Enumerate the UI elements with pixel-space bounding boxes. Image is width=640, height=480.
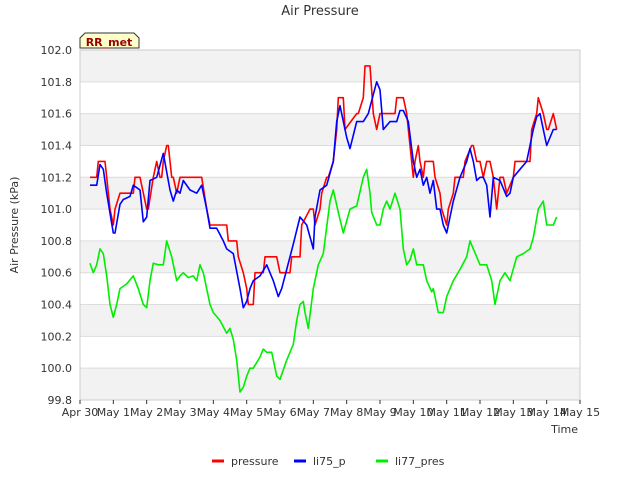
x-tick-label: May 11: [427, 406, 467, 419]
y-tick-label: 101.6: [41, 108, 73, 121]
x-tick-label: May 7: [297, 406, 330, 419]
x-tick-label: May 13: [493, 406, 533, 419]
x-tick-label: May 5: [230, 406, 263, 419]
site-label-box: RR_met: [79, 32, 140, 49]
x-tick-label: May 1: [97, 406, 130, 419]
plot-area-frame: [79, 49, 581, 401]
x-axis-label: Time: [550, 423, 578, 436]
plot-band: [80, 240, 580, 273]
y-tick-label: 100.6: [41, 267, 73, 280]
x-tick-label: May 10: [393, 406, 433, 419]
chart-title: Air Pressure: [281, 4, 359, 19]
y-tick-label: 101.2: [41, 171, 73, 184]
y-tick-label: 100.4: [41, 299, 73, 312]
plot-band: [80, 50, 580, 82]
y-tick-label: 100.2: [41, 330, 73, 343]
y-tick-label: 102.0: [41, 44, 73, 57]
x-tick-label: May 4: [197, 406, 230, 419]
plot-band: [80, 368, 580, 400]
legend-label-pressure: pressure: [231, 455, 279, 468]
site-label-shape: [79, 32, 140, 49]
plot-band: [80, 304, 580, 337]
x-tick-label: May 2: [130, 406, 163, 419]
legend: pressure li75_p li77_pres: [212, 455, 445, 468]
y-axis: 99.8 100.0 100.2 100.4 100.6 100.8 101.0 101.2 1…: [41, 44, 73, 407]
series-line-li77-pres: [89, 168, 558, 393]
gridlines: [80, 49, 580, 401]
y-tick-label: 101.8: [41, 76, 73, 89]
series-lines: [89, 65, 558, 393]
y-tick-label: 100.8: [41, 235, 73, 248]
x-tick-label: May 15: [560, 406, 600, 419]
y-tick-label: 99.8: [48, 394, 73, 407]
y-tick-label: 101.0: [41, 203, 73, 216]
plot-bands: [80, 50, 580, 400]
x-tick-label: May 12: [460, 406, 500, 419]
y-axis-label: Air Pressure (kPa): [8, 177, 21, 274]
series-line-li75-p: [90, 81, 557, 309]
plot-band: [80, 113, 580, 146]
y-tick-label: 100.0: [41, 362, 73, 375]
x-tick-label: May 14: [527, 406, 567, 419]
x-tick-label: May 8: [330, 406, 363, 419]
x-tick-label: May 6: [263, 406, 296, 419]
y-tick-label: 101.4: [41, 139, 73, 152]
legend-label-li75-p: li75_p: [313, 455, 346, 468]
x-tick-label: Apr 30: [62, 406, 99, 419]
x-tick-label: May 9: [363, 406, 396, 419]
legend-label-li77-pres: li77_pres: [395, 455, 445, 468]
x-tick-label: May 3: [163, 406, 196, 419]
site-label: RR_met: [86, 36, 133, 49]
